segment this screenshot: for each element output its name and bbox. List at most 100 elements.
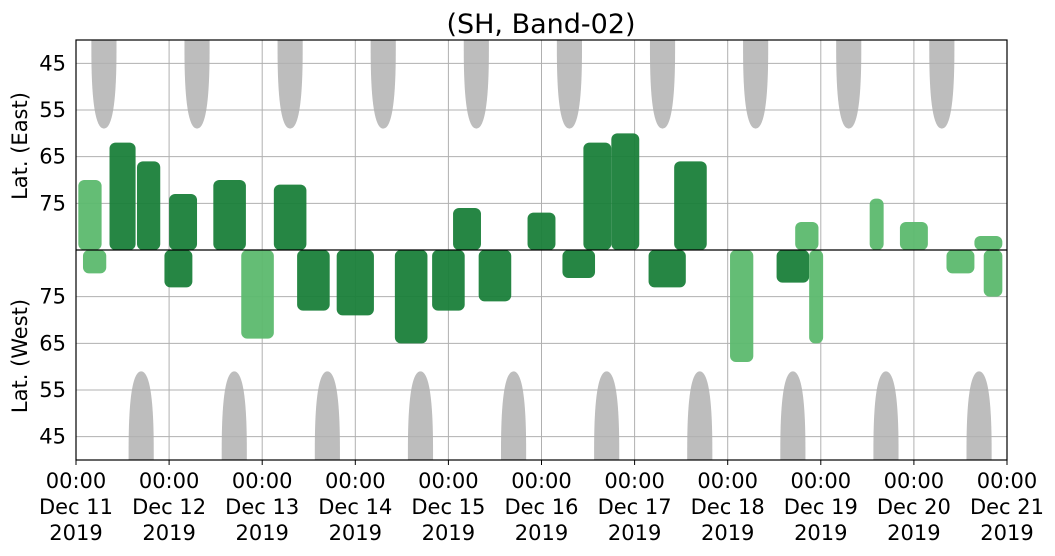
activity-blob-east-4 [169, 194, 198, 250]
y-tick-labels: 45 55 65 75 75 65 55 45 [39, 51, 66, 448]
activity-blob-east-1 [78, 180, 102, 250]
y-axis-label-east: Lat. (East) [8, 92, 32, 200]
no-coverage-west-9 [873, 371, 899, 460]
no-coverage-west-8 [780, 371, 806, 460]
activity-blob-east-14 [899, 222, 928, 250]
x-tick-date: Dec 14 [318, 495, 392, 519]
activity-blob-east-3 [136, 161, 161, 250]
activity-blob-east-5 [213, 180, 246, 250]
x-tick-time: 00:00 [697, 469, 758, 493]
x-tick-time: 00:00 [325, 469, 386, 493]
x-tick-date: Dec 12 [132, 495, 206, 519]
activity-blob-east-6 [273, 184, 307, 250]
activity-blob-west-26 [730, 250, 754, 362]
activity-blob-west-20 [336, 250, 374, 316]
no-coverage-west-2 [221, 371, 247, 460]
y-tick-west-1: 75 [39, 285, 66, 309]
activity-blob-east-2 [109, 142, 136, 250]
x-tick-year: 2019 [980, 521, 1033, 545]
activity-blob-east-10 [611, 133, 640, 250]
x-tick-date: Dec 18 [691, 495, 765, 519]
y-axis-label-west: Lat. (West) [8, 299, 32, 413]
y-tick-east-2: 55 [39, 98, 66, 122]
activity-layer [78, 133, 1003, 362]
x-tick-date: Dec 16 [504, 495, 578, 519]
y-tick-east-4: 75 [39, 191, 66, 215]
activity-blob-east-9 [583, 142, 612, 250]
x-tick-time: 00:00 [791, 469, 852, 493]
activity-blob-west-16 [82, 250, 107, 274]
y-tick-west-4: 45 [39, 425, 66, 449]
x-tick-year: 2019 [49, 521, 102, 545]
x-tick-date: Dec 13 [225, 495, 299, 519]
x-tick-time: 00:00 [604, 469, 665, 493]
no-coverage-east-10 [929, 40, 955, 129]
activity-blob-east-8 [527, 212, 556, 250]
no-coverage-west-1 [128, 371, 154, 460]
no-coverage-east-9 [836, 40, 862, 129]
activity-blob-east-15 [974, 236, 1003, 250]
x-tick-time: 00:00 [232, 469, 293, 493]
no-coverage-east-3 [277, 40, 303, 129]
no-coverage-east-1 [91, 40, 117, 129]
x-tick-year: 2019 [329, 521, 382, 545]
no-coverage-west-5 [501, 371, 527, 460]
activity-blob-east-12 [795, 222, 819, 250]
activity-blob-west-28 [809, 250, 824, 344]
activity-blob-east-13 [869, 198, 884, 250]
no-coverage-layer [91, 40, 992, 460]
activity-blob-west-23 [478, 250, 512, 302]
x-tick-time: 00:00 [46, 469, 107, 493]
activity-blob-west-29 [946, 250, 975, 274]
y-tick-west-2: 65 [39, 331, 66, 355]
x-tick-year: 2019 [142, 521, 195, 545]
no-coverage-east-7 [649, 40, 676, 129]
no-coverage-west-7 [687, 371, 713, 460]
activity-blob-west-27 [776, 250, 810, 283]
activity-blob-west-18 [241, 250, 274, 339]
x-tick-date: Dec 15 [411, 495, 485, 519]
activity-blob-west-24 [562, 250, 596, 278]
y-tick-west-3: 55 [39, 378, 66, 402]
activity-blob-west-25 [648, 250, 686, 288]
no-coverage-west-3 [314, 371, 340, 460]
activity-blob-west-19 [297, 250, 330, 311]
activity-blob-east-7 [453, 208, 481, 250]
y-tick-east-1: 45 [39, 51, 66, 75]
no-coverage-west-4 [407, 371, 434, 460]
x-tick-date: Dec 17 [598, 495, 672, 519]
no-coverage-east-5 [463, 40, 489, 129]
no-coverage-west-10 [966, 371, 992, 460]
x-tick-date: Dec 21 [970, 495, 1044, 519]
x-tick-year: 2019 [794, 521, 847, 545]
no-coverage-west-6 [594, 371, 620, 460]
plot-area [75, 39, 1008, 461]
x-tick-date: Dec 19 [784, 495, 858, 519]
x-tick-year: 2019 [887, 521, 940, 545]
activity-blob-west-30 [983, 250, 1003, 297]
x-tick-time: 00:00 [884, 469, 945, 493]
x-tick-time: 00:00 [418, 469, 479, 493]
x-tick-time: 00:00 [139, 469, 200, 493]
chart-title: (SH, Band-02) [446, 9, 635, 40]
activity-blob-east-11 [674, 161, 707, 250]
x-tick-date: Dec 11 [39, 495, 113, 519]
x-tick-year: 2019 [608, 521, 661, 545]
no-coverage-east-6 [556, 40, 582, 129]
activity-blob-west-21 [394, 250, 428, 344]
activity-blob-west-22 [432, 250, 465, 311]
x-tick-time: 00:00 [511, 469, 572, 493]
x-tick-year: 2019 [235, 521, 288, 545]
x-tick-date: Dec 20 [877, 495, 951, 519]
